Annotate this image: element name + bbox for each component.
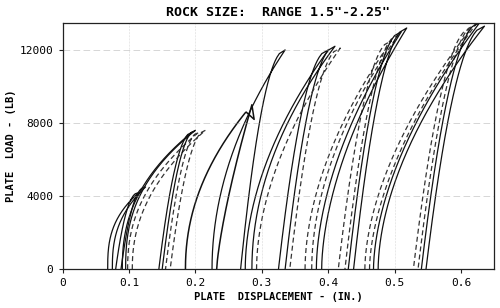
Y-axis label: PLATE  LOAD - (LB): PLATE LOAD - (LB): [6, 90, 16, 202]
Title: ROCK SIZE:  RANGE 1.5"-2.25": ROCK SIZE: RANGE 1.5"-2.25": [166, 6, 390, 18]
X-axis label: PLATE  DISPLACEMENT - (IN.): PLATE DISPLACEMENT - (IN.): [194, 292, 363, 302]
